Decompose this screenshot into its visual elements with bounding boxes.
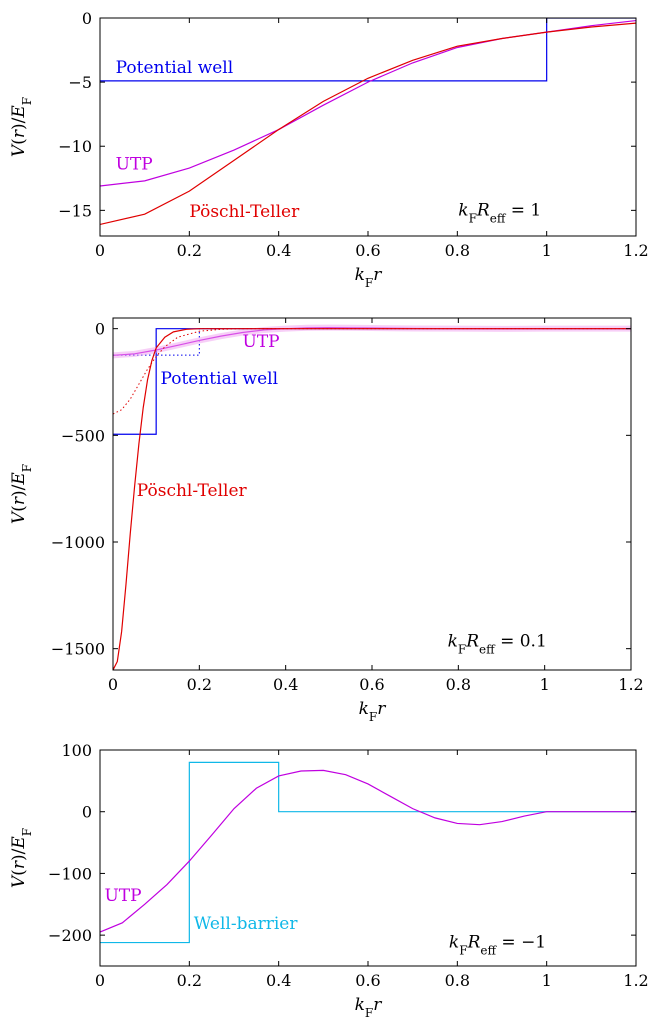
series-label: Potential well [116, 58, 234, 78]
y-axis-label: V(r)/EF [9, 97, 34, 157]
series-label: Well-barrier [194, 914, 299, 934]
x-tick-label: 1 [542, 241, 552, 260]
x-tick-label: 0.8 [445, 241, 470, 260]
y-tick-label: 100 [61, 741, 92, 760]
series-line-utp [100, 21, 636, 186]
x-tick-label: 0.2 [177, 241, 202, 260]
chart-panel-1: 0 0.2 0.4 0.6 0.8 1 1.2 0 −5 −10 −15 kFr V(r)/EF Pote… [9, 9, 649, 290]
x-tick-label: 1 [542, 971, 552, 990]
y-tick-label: −200 [48, 926, 92, 945]
y-axis-label: V(r)/EF [9, 828, 34, 888]
y-tick-label: 0 [82, 803, 92, 822]
y-tick-label: −100 [48, 864, 92, 883]
x-tick-label: 1 [540, 675, 550, 694]
y-tick-label: 0 [95, 320, 105, 339]
annotation: kFReff = 1 [458, 200, 541, 225]
x-tick-label: 0.4 [266, 241, 291, 260]
y-axis-label: V(r)/EF [9, 464, 34, 524]
series-label: Potential well [160, 369, 278, 389]
x-tick-label: 0.8 [446, 675, 471, 694]
x-tick-label: 0.2 [187, 675, 212, 694]
y-tick-label: −5 [68, 73, 92, 92]
series-label: UTP [104, 886, 141, 906]
x-tick-label: 1.2 [623, 971, 648, 990]
series-label: Pöschl-Teller [137, 481, 248, 501]
series-line-well-barrier [100, 762, 636, 942]
x-tick-label: 0.6 [359, 675, 384, 694]
y-tick-label: −1000 [51, 533, 105, 552]
x-axis-label: kFr [355, 995, 383, 1019]
y-tick-label: 0 [82, 9, 92, 28]
x-tick-label: 0.6 [355, 241, 380, 260]
chart-panel-3: 0 0.2 0.4 0.6 0.8 1 1.2 100 0 −100 −200 kFr V(r)/EF W… [9, 741, 649, 1019]
x-tick-label: 1.2 [618, 675, 643, 694]
series-label: Pöschl-Teller [189, 202, 300, 222]
annotation: kFReff = 0.1 [448, 632, 547, 657]
plot-frame [100, 750, 636, 966]
x-tick-label: 0.4 [266, 971, 291, 990]
x-tick-label: 0 [95, 241, 105, 260]
x-tick-label: 0.8 [445, 971, 470, 990]
x-tick-label: 0 [95, 971, 105, 990]
x-tick-label: 0 [108, 675, 118, 694]
annotation: kFReff = −1 [449, 932, 546, 957]
x-axis-label: kFr [359, 699, 387, 724]
series-line-aux-3 [113, 328, 631, 356]
y-tick-label: −10 [58, 137, 92, 156]
plot-frame [100, 18, 636, 236]
series-label: UTP [243, 332, 280, 352]
y-tick-label: −15 [58, 201, 92, 220]
x-tick-label: 0.4 [273, 675, 298, 694]
series-line-p-schl-teller [100, 23, 636, 224]
series-label: UTP [116, 154, 153, 174]
y-tick-label: −500 [61, 426, 105, 445]
x-tick-label: 0.2 [177, 971, 202, 990]
x-tick-label: 0.6 [355, 971, 380, 990]
y-tick-label: −1500 [51, 640, 105, 659]
x-axis-label: kFr [355, 265, 383, 290]
x-tick-label: 1.2 [623, 241, 648, 260]
chart-panel-2: 0 0.2 0.4 0.6 0.8 1 1.2 0 −500 −1000 −1500 kFr V(r)/… [9, 318, 644, 724]
series-line-utp [100, 770, 636, 932]
